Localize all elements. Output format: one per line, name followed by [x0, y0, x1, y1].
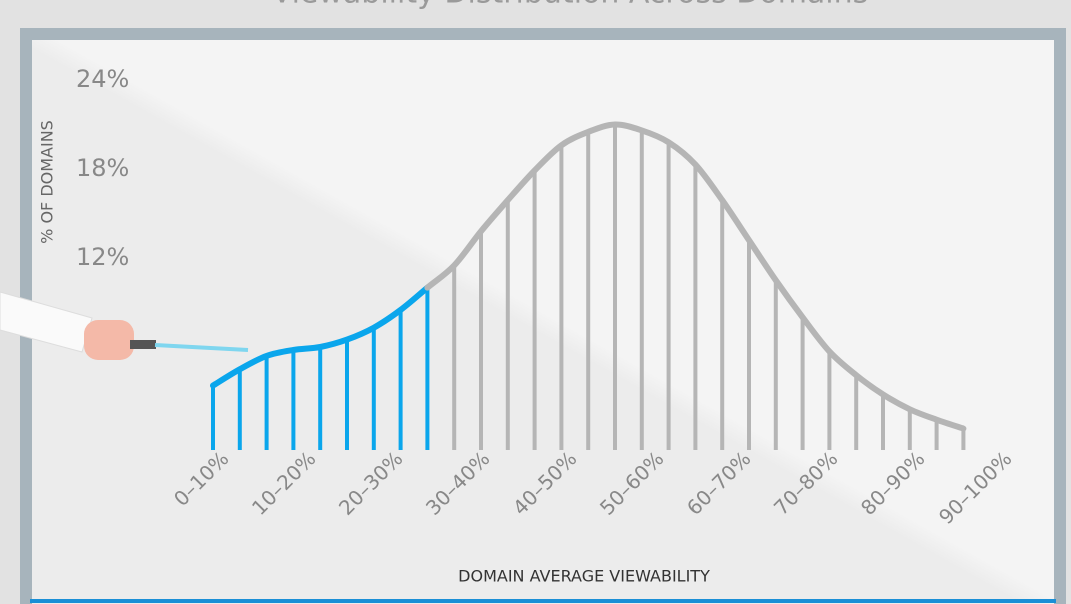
board [26, 34, 1060, 604]
chart-title: Viewability Distribution Across Domains [272, 0, 869, 11]
y-tick-label: 24% [76, 65, 129, 93]
x-axis-title: DOMAIN AVERAGE VIEWABILITY [458, 567, 710, 586]
y-axis-title: % OF DOMAINS [38, 120, 57, 244]
y-tick-label: 18% [76, 154, 129, 182]
page: {"chart_data": {"type": "stem", "title":… [0, 0, 1071, 604]
chart: Viewability Distribution Across Domains … [0, 0, 1071, 604]
y-tick-label: 12% [76, 243, 129, 271]
